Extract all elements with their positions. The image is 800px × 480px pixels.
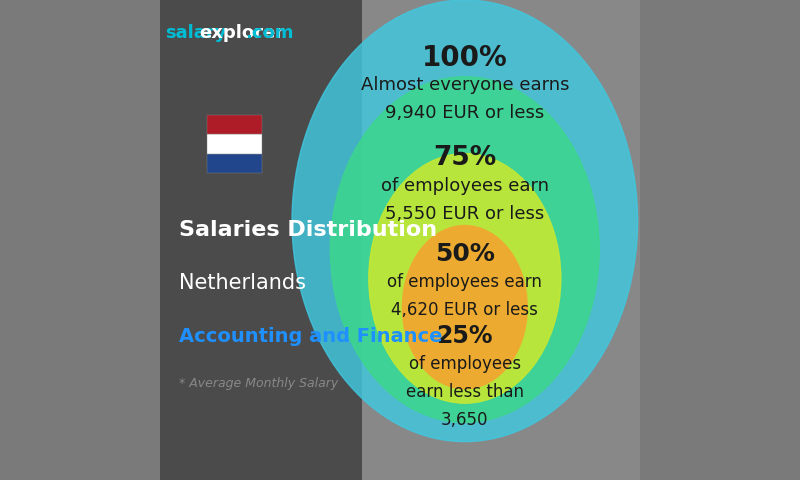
Text: 5,550 EUR or less: 5,550 EUR or less bbox=[385, 205, 545, 223]
Text: 4,620 EUR or less: 4,620 EUR or less bbox=[391, 301, 538, 319]
Text: 50%: 50% bbox=[435, 242, 494, 266]
Text: earn less than: earn less than bbox=[406, 383, 524, 401]
FancyBboxPatch shape bbox=[206, 134, 262, 154]
Text: * Average Monthly Salary: * Average Monthly Salary bbox=[179, 377, 338, 391]
Text: 9,940 EUR or less: 9,940 EUR or less bbox=[385, 104, 545, 122]
Text: Salaries Distribution: Salaries Distribution bbox=[179, 220, 438, 240]
FancyBboxPatch shape bbox=[160, 0, 362, 480]
Text: of employees: of employees bbox=[409, 355, 521, 373]
Text: Netherlands: Netherlands bbox=[179, 273, 306, 293]
Ellipse shape bbox=[330, 77, 599, 422]
Text: of employees earn: of employees earn bbox=[387, 273, 542, 291]
Text: of employees earn: of employees earn bbox=[381, 177, 549, 195]
Text: Almost everyone earns: Almost everyone earns bbox=[361, 76, 569, 95]
Text: 3,650: 3,650 bbox=[441, 410, 489, 429]
Text: Accounting and Finance: Accounting and Finance bbox=[179, 326, 442, 346]
FancyBboxPatch shape bbox=[160, 0, 640, 480]
Text: explorer: explorer bbox=[199, 24, 285, 42]
Ellipse shape bbox=[292, 0, 638, 442]
Text: 25%: 25% bbox=[437, 324, 493, 348]
Text: salary: salary bbox=[165, 24, 226, 42]
Ellipse shape bbox=[369, 154, 561, 403]
Ellipse shape bbox=[402, 226, 527, 389]
Text: .com: .com bbox=[246, 24, 294, 42]
FancyBboxPatch shape bbox=[206, 154, 262, 173]
Text: 100%: 100% bbox=[422, 44, 508, 72]
FancyBboxPatch shape bbox=[206, 115, 262, 134]
Text: 75%: 75% bbox=[433, 145, 497, 171]
